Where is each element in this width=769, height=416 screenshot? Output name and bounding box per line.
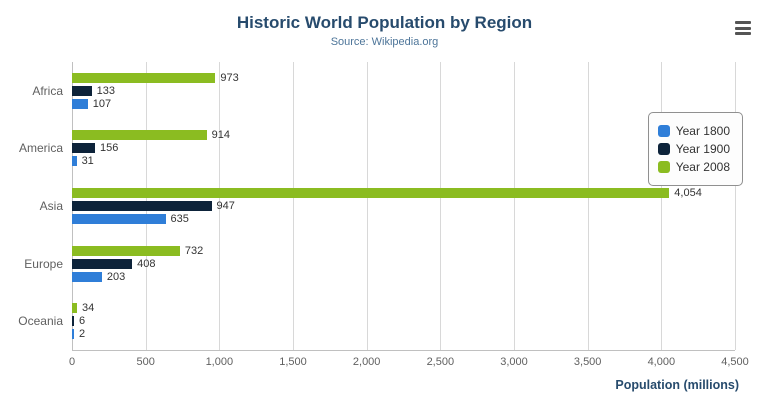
category-label: Africa (32, 83, 63, 98)
bar-year-2008 (72, 245, 180, 256)
category-group-america: America 914 156 31 (19, 120, 735, 178)
gridline (366, 62, 368, 350)
hamburger-icon (735, 26, 751, 30)
bar-row: 408 (72, 257, 735, 270)
x-tick-label: 1,500 (279, 356, 307, 368)
bar-row: 973 (72, 71, 735, 84)
data-label: 2 (79, 328, 86, 341)
data-label: 34 (82, 302, 95, 315)
x-axis-title: Population (millions) (615, 378, 739, 392)
gridline (587, 62, 589, 350)
bar-row: 156 (72, 142, 735, 155)
hamburger-icon (735, 32, 751, 35)
data-label: 914 (211, 129, 231, 142)
bar-row: 6 (72, 315, 735, 328)
gridline (735, 62, 736, 350)
bar-row: 34 (72, 302, 735, 315)
gridline (513, 62, 515, 350)
data-label: 6 (79, 315, 86, 328)
gridline (219, 62, 221, 350)
bar-year-1800 (72, 213, 166, 224)
x-tick-label: 0 (68, 356, 76, 368)
bar-year-1800 (72, 329, 74, 340)
legend: Year 1800 Year 1900 Year 2008 (647, 112, 743, 186)
category-group-africa: Africa 973 133 107 (32, 62, 735, 120)
bar-year-2008 (72, 303, 77, 314)
legend-swatch-icon (657, 161, 670, 173)
bar-year-1900 (72, 85, 92, 96)
x-tick-label: 4,500 (721, 356, 749, 368)
bar-row: 133 (72, 84, 735, 97)
legend-label: Year 1900 (675, 142, 730, 156)
bar-row: 732 (72, 244, 735, 257)
gridline (292, 62, 294, 350)
legend-item-year-1900[interactable]: Year 1900 (657, 142, 730, 156)
data-label: 732 (184, 244, 204, 257)
plot-area: Africa 973 133 107 America 914 156 31 Asia 4,054 9… (18, 62, 736, 351)
hamburger-icon (735, 21, 751, 24)
chart-subtitle: Source: Wikipedia.org (330, 36, 439, 48)
bar-row: 4,054 (72, 186, 735, 199)
x-axis-tick-labels: 0 500 1,000 1,500 2,000 2,500 3,000 3,500 4,000 4… (68, 356, 749, 370)
bar-year-1900 (72, 258, 133, 269)
x-tick-label: 3,500 (573, 356, 602, 368)
data-label: 203 (106, 270, 126, 283)
x-tick-label: 4,000 (647, 356, 676, 368)
data-label: 156 (99, 142, 119, 155)
bar-year-2008 (72, 72, 216, 83)
legend-label: Year 2008 (675, 160, 730, 174)
category-label: Asia (39, 198, 63, 213)
category-label: Oceania (18, 314, 63, 329)
data-label: 133 (96, 84, 115, 97)
gridline (440, 62, 442, 350)
bar-row: 914 (72, 129, 735, 142)
context-menu-button[interactable] (733, 20, 753, 36)
bar-year-1800 (72, 156, 77, 167)
chart-title: Historic World Population by Region (236, 13, 533, 32)
bar-row: 635 (72, 212, 735, 225)
bar-year-1900 (72, 143, 95, 154)
category-group-oceania: Oceania 34 6 2 (18, 292, 735, 350)
bar-row: 203 (72, 270, 735, 283)
data-label: 4,054 (674, 186, 702, 199)
category-group-asia: Asia 4,054 947 635 (40, 177, 735, 235)
category-group-europe: Europe 732 408 203 (24, 235, 735, 293)
bar-year-1800 (72, 98, 88, 109)
x-tick-label: 500 (136, 356, 155, 368)
data-label: 408 (137, 257, 156, 270)
x-tick-label: 3,000 (500, 356, 528, 368)
x-tick-label: 1,000 (205, 356, 234, 368)
legend-label: Year 1800 (675, 124, 730, 138)
data-label: 635 (170, 212, 189, 225)
category-label: Europe (24, 256, 63, 271)
bar-row: 31 (72, 155, 735, 168)
bar-year-1900 (72, 200, 212, 211)
bar-row: 107 (72, 97, 735, 110)
data-label: 107 (92, 97, 112, 110)
legend-item-year-1800[interactable]: Year 1800 (657, 124, 730, 138)
gridline (661, 62, 663, 350)
bar-year-2008 (72, 130, 207, 141)
bar-row: 2 (72, 328, 735, 341)
legend-swatch-icon (657, 125, 670, 137)
data-label: 973 (220, 71, 239, 84)
category-label: America (18, 141, 63, 156)
legend-item-year-2008[interactable]: Year 2008 (657, 160, 730, 174)
x-tick-label: 2,000 (352, 356, 381, 368)
legend-swatch-icon (657, 143, 670, 155)
data-label: 31 (81, 155, 94, 168)
x-tick-label: 2,500 (426, 356, 455, 368)
bar-year-2008 (72, 187, 670, 198)
bar-row: 947 (72, 199, 735, 212)
bar-year-1900 (72, 316, 74, 327)
bar-year-1800 (72, 271, 102, 282)
data-label: 947 (216, 199, 235, 212)
